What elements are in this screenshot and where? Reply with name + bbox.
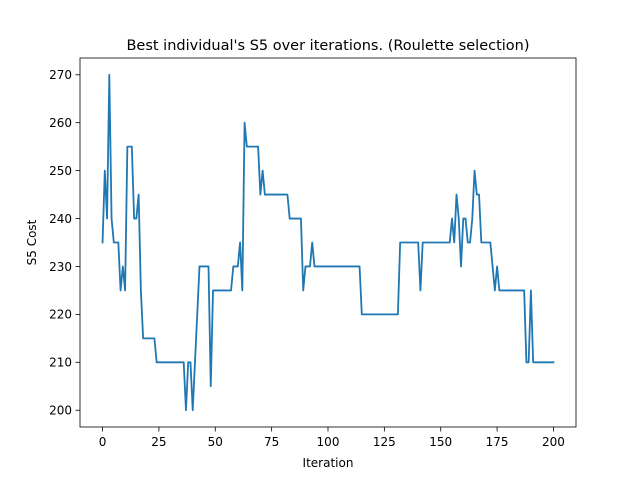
y-tick-label: 240 xyxy=(49,212,72,226)
x-tick-label: 100 xyxy=(317,435,340,449)
x-tick-label: 150 xyxy=(429,435,452,449)
x-tick-label: 0 xyxy=(99,435,107,449)
x-tick-label: 175 xyxy=(486,435,509,449)
x-tick-label: 200 xyxy=(542,435,565,449)
series-line-0 xyxy=(101,73,555,412)
y-tick-label: 250 xyxy=(49,164,72,178)
y-tick-label: 270 xyxy=(49,68,72,82)
x-tick-label: 75 xyxy=(264,435,279,449)
series-layer xyxy=(101,73,555,412)
x-tick-label: 125 xyxy=(373,435,396,449)
chart-title: Best individual's S5 over iterations. (R… xyxy=(126,38,529,54)
y-tick-label: 200 xyxy=(49,404,72,418)
y-tick-label: 210 xyxy=(49,356,72,370)
y-tick-label: 230 xyxy=(49,260,72,274)
y-tick-label: 260 xyxy=(49,116,72,130)
x-tick-label: 50 xyxy=(208,435,223,449)
y-axis-label: S5 Cost xyxy=(25,219,39,265)
x-tick-label: 25 xyxy=(151,435,166,449)
plot-frame xyxy=(79,57,577,428)
x-axis-label: Iteration xyxy=(303,456,354,470)
y-tick-label: 220 xyxy=(49,308,72,322)
ticks-layer: 0 25 50 75 100 125 150 175 200 200 210 220 230 240 250… xyxy=(49,68,565,449)
